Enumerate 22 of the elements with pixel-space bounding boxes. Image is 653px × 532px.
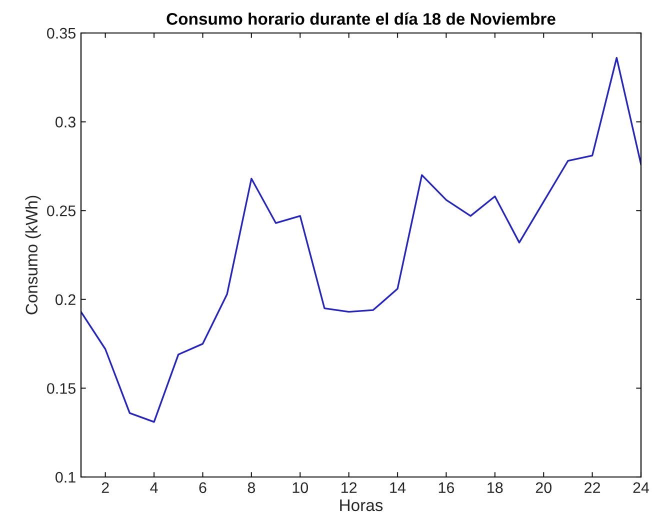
line-series	[81, 57, 641, 423]
x-tick-label: 22	[584, 482, 600, 493]
x-tick-label: 16	[438, 482, 454, 494]
x-tick-label: 20	[536, 482, 552, 494]
chart-title: Consumo horario durante el día 18 de Noviembre	[166, 12, 556, 25]
x-tick-label: 4	[150, 482, 158, 493]
y-axis-title: Consumo (kWh)	[25, 196, 41, 314]
y-tick-label: 0.35	[47, 28, 76, 39]
y-tick-label: 0.1	[56, 472, 76, 483]
y-tick-label: 0.25	[47, 205, 76, 216]
y-tick-label: 0.15	[47, 383, 76, 394]
y-tick-label: 0.2	[56, 294, 76, 306]
x-tick-label: 2	[102, 482, 109, 493]
x-tick-label: 12	[341, 482, 357, 493]
x-tick-label: 8	[248, 482, 256, 494]
x-tick-label: 18	[488, 482, 503, 494]
x-tick-label: 6	[199, 482, 206, 494]
y-tick-label: 0.3	[56, 116, 76, 128]
x-tick-label: 24	[633, 482, 650, 493]
x-axis-title: Horas	[340, 499, 383, 512]
x-tick-label: 10	[292, 482, 308, 494]
x-tick-label: 14	[390, 482, 406, 493]
